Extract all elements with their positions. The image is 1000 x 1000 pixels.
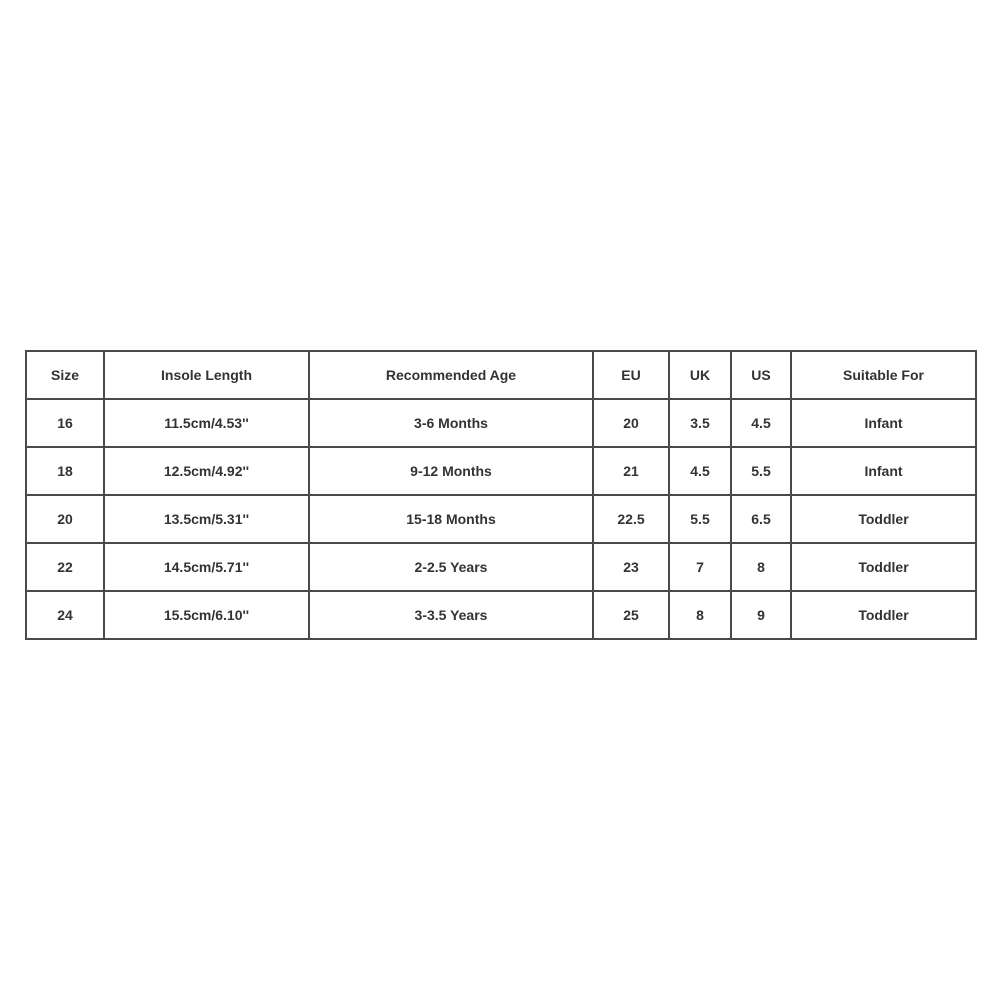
- table-row: 16 11.5cm/4.53'' 3-6 Months 20 3.5 4.5 Infant: [25, 398, 977, 448]
- cell-recommended-age: 9-12 Months: [308, 446, 594, 496]
- cell-insole-length: 11.5cm/4.53'': [103, 398, 310, 448]
- cell-eu: 25: [592, 590, 670, 640]
- cell-us: 6.5: [730, 494, 792, 544]
- table-row: 22 14.5cm/5.71'' 2-2.5 Years 23 7 8 Toddler: [25, 542, 977, 592]
- cell-uk: 5.5: [668, 494, 732, 544]
- cell-us: 9: [730, 590, 792, 640]
- cell-eu: 20: [592, 398, 670, 448]
- cell-suitable-for: Infant: [790, 446, 977, 496]
- cell-uk: 8: [668, 590, 732, 640]
- cell-recommended-age: 3-3.5 Years: [308, 590, 594, 640]
- cell-size: 24: [25, 590, 105, 640]
- cell-suitable-for: Toddler: [790, 494, 977, 544]
- table-row: 20 13.5cm/5.31'' 15-18 Months 22.5 5.5 6.5 Tod…: [25, 494, 977, 544]
- cell-eu: 21: [592, 446, 670, 496]
- cell-uk: 3.5: [668, 398, 732, 448]
- cell-suitable-for: Toddler: [790, 542, 977, 592]
- cell-insole-length: 15.5cm/6.10'': [103, 590, 310, 640]
- header-insole-length: Insole Length: [103, 350, 310, 400]
- header-recommended-age: Recommended Age: [308, 350, 594, 400]
- cell-us: 8: [730, 542, 792, 592]
- table-row: 18 12.5cm/4.92'' 9-12 Months 21 4.5 5.5 Infant: [25, 446, 977, 496]
- size-chart-table: Size Insole Length Recommended Age EU UK US Su…: [25, 350, 977, 640]
- cell-recommended-age: 2-2.5 Years: [308, 542, 594, 592]
- cell-suitable-for: Toddler: [790, 590, 977, 640]
- cell-size: 18: [25, 446, 105, 496]
- cell-size: 22: [25, 542, 105, 592]
- cell-us: 5.5: [730, 446, 792, 496]
- header-size: Size: [25, 350, 105, 400]
- cell-size: 16: [25, 398, 105, 448]
- cell-us: 4.5: [730, 398, 792, 448]
- cell-size: 20: [25, 494, 105, 544]
- cell-recommended-age: 3-6 Months: [308, 398, 594, 448]
- cell-eu: 23: [592, 542, 670, 592]
- header-row: Size Insole Length Recommended Age EU UK US Su…: [25, 350, 977, 400]
- header-suitable-for: Suitable For: [790, 350, 977, 400]
- cell-uk: 7: [668, 542, 732, 592]
- header-eu: EU: [592, 350, 670, 400]
- header-uk: UK: [668, 350, 732, 400]
- cell-eu: 22.5: [592, 494, 670, 544]
- cell-recommended-age: 15-18 Months: [308, 494, 594, 544]
- cell-insole-length: 14.5cm/5.71'': [103, 542, 310, 592]
- cell-insole-length: 13.5cm/5.31'': [103, 494, 310, 544]
- header-us: US: [730, 350, 792, 400]
- cell-suitable-for: Infant: [790, 398, 977, 448]
- table-row: 24 15.5cm/6.10'' 3-3.5 Years 25 8 9 Toddler: [25, 590, 977, 640]
- cell-uk: 4.5: [668, 446, 732, 496]
- cell-insole-length: 12.5cm/4.92'': [103, 446, 310, 496]
